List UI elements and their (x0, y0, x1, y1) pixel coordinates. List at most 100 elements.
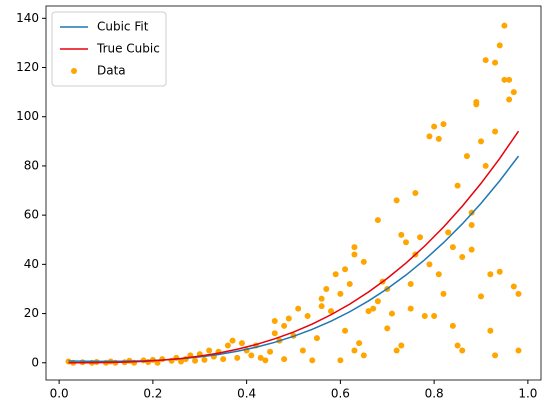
data-point (388, 310, 395, 317)
data-point (337, 357, 344, 364)
legend-box (51, 11, 167, 87)
data-point (365, 308, 372, 315)
data-point (342, 266, 349, 273)
data-point (318, 303, 325, 310)
y-tick-label: 80 (24, 158, 39, 172)
data-point (393, 197, 400, 204)
legend-label: Data (97, 64, 126, 78)
data-point (440, 290, 447, 297)
data-point (351, 347, 358, 354)
data-point (510, 89, 517, 96)
x-tick-label: 1.0 (518, 387, 537, 401)
data-point (370, 305, 377, 312)
data-point (262, 357, 269, 364)
y-tick-label: 100 (16, 109, 39, 123)
data-point (159, 356, 166, 363)
data-point (323, 285, 330, 292)
data-point (337, 290, 344, 297)
data-point (234, 354, 241, 361)
data-point (431, 313, 438, 320)
data-point (492, 59, 499, 66)
data-point (426, 261, 433, 268)
data-point (435, 135, 442, 142)
data-point (407, 281, 414, 288)
data-point (318, 295, 325, 302)
data-point (431, 123, 438, 130)
data-point (417, 234, 424, 241)
data-point (299, 347, 306, 354)
data-point (201, 356, 208, 363)
data-point (487, 271, 494, 278)
data-point (487, 327, 494, 334)
x-tick-label: 0.6 (331, 387, 350, 401)
data-point (440, 121, 447, 128)
data-point (313, 335, 320, 342)
data-point (492, 352, 499, 359)
y-tick-label: 120 (16, 60, 39, 74)
data-point (304, 313, 311, 320)
data-point (351, 251, 358, 258)
data-point (435, 271, 442, 278)
data-point (238, 340, 245, 347)
data-point (473, 101, 480, 108)
data-point (459, 253, 466, 260)
data-point (342, 327, 349, 334)
data-point (506, 96, 513, 103)
data-point (271, 330, 278, 337)
data-point (248, 352, 255, 359)
data-point (426, 133, 433, 140)
x-tick-label: 0.8 (425, 387, 444, 401)
data-point (360, 352, 367, 359)
data-point (412, 190, 419, 196)
data-point (351, 244, 358, 251)
data-point (281, 356, 288, 363)
data-point (407, 305, 414, 312)
data-point (271, 317, 278, 324)
data-point (496, 42, 503, 49)
data-point (257, 354, 264, 361)
data-point (393, 347, 400, 354)
y-tick-label: 140 (16, 11, 39, 25)
data-point (384, 325, 391, 332)
data-point (360, 258, 367, 265)
data-point (515, 347, 522, 354)
data-point (285, 315, 292, 322)
data-point (356, 340, 363, 347)
y-tick-label: 20 (24, 306, 39, 320)
data-point (192, 357, 199, 364)
data-point (515, 290, 522, 297)
data-point (463, 153, 470, 160)
data-point (506, 76, 513, 83)
legend-label: Cubic Fit (97, 20, 149, 34)
data-point (454, 182, 461, 189)
data-point (468, 246, 475, 253)
data-point (206, 347, 213, 354)
plot-frame (45, 5, 542, 381)
data-point (267, 348, 274, 355)
x-tick-label: 0.0 (50, 387, 69, 401)
data-point (482, 162, 489, 169)
x-tick-label: 0.2 (143, 387, 162, 401)
line-series (68, 130, 520, 364)
data-point (501, 76, 508, 83)
data-point (468, 221, 475, 228)
data-point (501, 22, 508, 29)
data-point (398, 342, 405, 349)
data-point (454, 342, 461, 349)
data-point (445, 229, 452, 236)
data-point (478, 293, 484, 300)
data-point (281, 322, 288, 329)
legend: Cubic Fit True Cubic Data (51, 11, 167, 87)
y-tick-label: 60 (24, 208, 39, 222)
y-tick-label: 0 (31, 355, 39, 369)
data-point (295, 305, 302, 312)
data-point (459, 347, 466, 354)
data-point (346, 281, 353, 288)
data-point (478, 138, 484, 145)
data-point (374, 217, 381, 224)
data-point (482, 57, 489, 64)
data-point (328, 308, 334, 315)
data-point (224, 342, 231, 349)
data-point (421, 313, 428, 320)
